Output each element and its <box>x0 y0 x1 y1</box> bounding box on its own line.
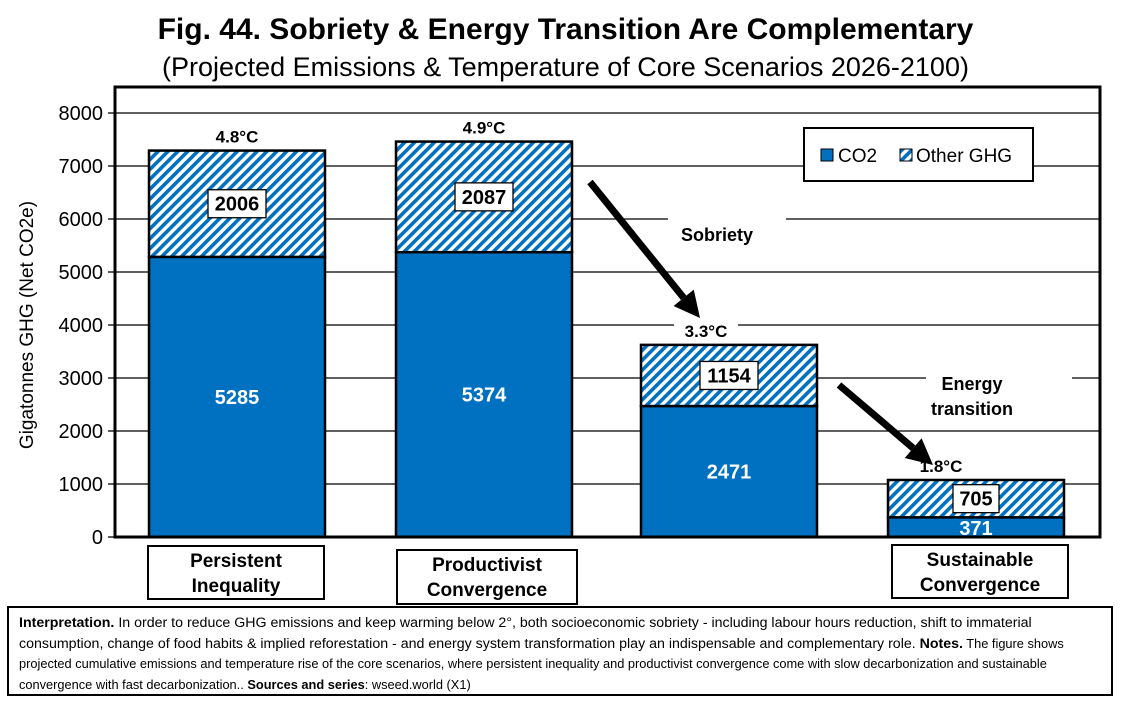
temperature-label: 4.8°C <box>216 128 259 147</box>
category-label-line: Convergence <box>919 575 1041 596</box>
interpretation-label: Interpretation. <box>19 615 115 631</box>
category-label-line: Persistent <box>190 551 282 572</box>
annotation-energy-transition: transition <box>931 399 1013 419</box>
temperature-label: 4.9°C <box>463 119 506 138</box>
energy-transition-arrow-head <box>904 438 933 465</box>
temp-label-bg <box>674 320 738 341</box>
temp-label-bg <box>452 117 516 138</box>
category-label-line: Inequality <box>191 576 281 597</box>
data-label-co2: 5285 <box>215 387 260 409</box>
bar-co2 <box>394 250 574 539</box>
data-label-other-ghg: 705 <box>959 489 992 511</box>
axes <box>108 85 1102 539</box>
y-tick-label: 7000 <box>59 156 104 178</box>
data-label-box <box>952 484 1000 514</box>
legend-swatch-other-ghg <box>899 148 913 162</box>
interpretation-text: In order to reduce GHG emissions and kee… <box>19 615 1032 652</box>
sources-label: Sources and series <box>247 676 365 692</box>
bar-co2 <box>147 255 327 539</box>
legend-label-co2: CO2 <box>838 146 877 167</box>
notes-label: Notes. <box>919 635 963 652</box>
y-tick-label: 2000 <box>59 421 104 443</box>
labels: 0 1000 2000 3000 4000 5000 6000 7000 8000 Gigaton… <box>17 103 1072 549</box>
data-label-other-ghg: 2087 <box>462 187 507 209</box>
category-box-sustainable-convergence: Sustainable Convergence <box>891 544 1069 599</box>
temperature-label: 3.3°C <box>685 322 728 341</box>
notes-box: Interpretation. In order to reduce GHG e… <box>7 606 1113 696</box>
legend-swatch-co2 <box>820 148 834 162</box>
chart-subtitle: (Projected Emissions & Temperature of Co… <box>162 52 969 82</box>
data-label-co2: 5374 <box>462 385 507 407</box>
data-label-box <box>454 182 514 212</box>
temp-label-bg <box>205 126 269 147</box>
y-tick-label: 1000 <box>59 474 104 496</box>
category-box-persistent-inequality: Persistent Inequality <box>147 545 325 600</box>
sobriety-arrow-head <box>673 289 700 318</box>
notes-text: The figure shows projected cumulative em… <box>19 635 1064 692</box>
legend-label-other-ghg: Other GHG <box>916 146 1012 167</box>
bar-co2 <box>639 404 819 539</box>
chart-svg: 0 1000 2000 3000 4000 5000 6000 7000 8000 Gigaton… <box>17 85 1102 549</box>
category-label-line: Sustainable <box>926 550 1034 571</box>
category-label-line: Productivist <box>432 555 542 576</box>
y-axis-label: Gigatonnes GHG (Net CO2e) <box>17 201 38 449</box>
y-tick-label: 5000 <box>59 262 104 284</box>
legend: CO2 Other GHG <box>803 127 1034 182</box>
annotation-bg <box>926 368 1072 420</box>
category-box-productivist-convergence: Productivist Convergence <box>396 549 578 605</box>
y-tick-label: 3000 <box>59 368 104 390</box>
category-label-line: Convergence <box>426 580 548 601</box>
data-label-box <box>699 360 759 391</box>
plot-frame <box>113 85 1102 539</box>
y-tick-label: 0 <box>92 527 103 549</box>
sources-text: : wseed.world (X1) <box>364 676 471 692</box>
chart-title: Fig. 44. Sobriety & Energy Transition Ar… <box>157 13 974 46</box>
annotation-sobriety: Sobriety <box>681 225 753 245</box>
sobriety-arrow-shaft <box>587 179 687 300</box>
energy-transition-arrow-shaft <box>836 382 916 451</box>
annotation-energy-transition: Energy <box>941 374 1002 394</box>
annotation-bg <box>668 215 786 245</box>
data-label-box <box>207 189 267 219</box>
y-tick-label: 8000 <box>59 103 104 125</box>
data-label-co2: 371 <box>959 518 992 540</box>
y-tick-label: 6000 <box>59 209 104 231</box>
data-label-co2: 2471 <box>707 462 752 484</box>
data-label-other-ghg: 2006 <box>215 194 260 216</box>
legend-box <box>803 127 1034 182</box>
y-tick-label: 4000 <box>59 315 104 337</box>
data-label-other-ghg: 1154 <box>707 365 751 387</box>
